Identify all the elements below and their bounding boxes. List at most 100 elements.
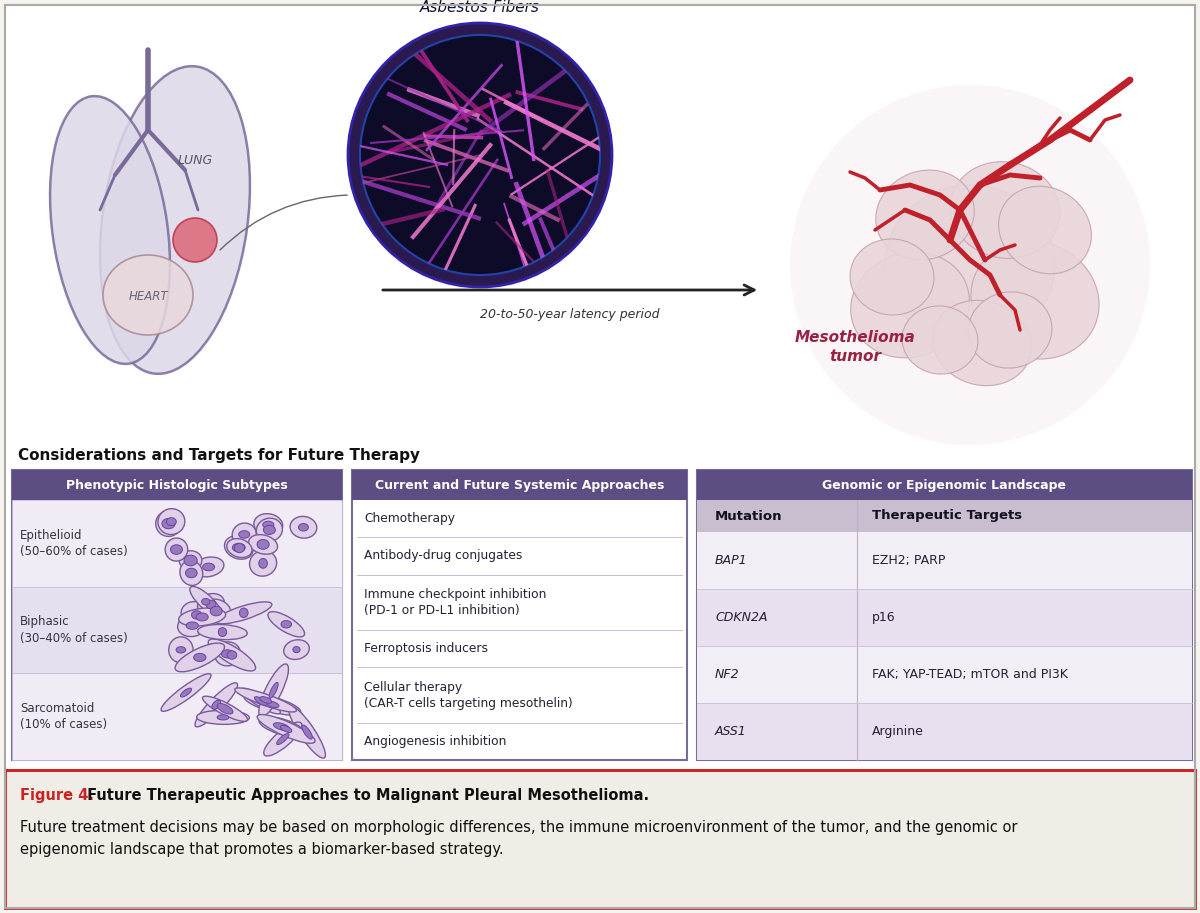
Text: Sarcomatoid
(10% of cases): Sarcomatoid (10% of cases) <box>20 702 107 731</box>
Ellipse shape <box>227 651 236 659</box>
Ellipse shape <box>302 725 312 740</box>
Ellipse shape <box>269 682 278 698</box>
Ellipse shape <box>175 643 224 672</box>
Ellipse shape <box>241 688 281 714</box>
Ellipse shape <box>103 255 193 335</box>
Text: Mutation: Mutation <box>715 509 782 522</box>
Ellipse shape <box>206 600 216 609</box>
Bar <box>697 703 1192 760</box>
Text: Angiogenesis inhibition: Angiogenesis inhibition <box>364 735 506 748</box>
Ellipse shape <box>218 627 227 636</box>
Ellipse shape <box>968 292 1052 368</box>
Ellipse shape <box>192 611 202 619</box>
Ellipse shape <box>181 602 212 628</box>
Bar <box>697 500 1192 532</box>
Ellipse shape <box>203 697 247 721</box>
Text: Future Therapeutic Approaches to Malignant Pleural Mesothelioma.: Future Therapeutic Approaches to Maligna… <box>82 788 649 803</box>
Ellipse shape <box>263 525 275 534</box>
Bar <box>697 589 1192 646</box>
Ellipse shape <box>210 606 222 616</box>
Circle shape <box>360 35 600 275</box>
Ellipse shape <box>156 510 181 537</box>
Text: Inhaled
Asbestos Fibers: Inhaled Asbestos Fibers <box>420 0 540 15</box>
Bar <box>697 532 1192 589</box>
Ellipse shape <box>180 688 192 697</box>
Ellipse shape <box>281 621 292 628</box>
Text: Mesothelioma
tumor: Mesothelioma tumor <box>794 330 916 363</box>
Ellipse shape <box>277 733 289 745</box>
Ellipse shape <box>235 687 296 712</box>
Bar <box>352 470 686 500</box>
Ellipse shape <box>202 598 210 605</box>
Ellipse shape <box>184 555 197 566</box>
Ellipse shape <box>257 540 269 550</box>
Ellipse shape <box>886 185 1055 345</box>
Ellipse shape <box>254 514 283 536</box>
Ellipse shape <box>190 586 222 617</box>
Ellipse shape <box>186 622 198 629</box>
Ellipse shape <box>850 239 934 315</box>
Ellipse shape <box>216 602 272 624</box>
Ellipse shape <box>254 697 266 706</box>
Ellipse shape <box>232 523 257 546</box>
Text: Ferroptosis inducers: Ferroptosis inducers <box>364 642 488 656</box>
Text: Current and Future Systemic Approaches: Current and Future Systemic Approaches <box>374 478 664 491</box>
Ellipse shape <box>169 637 193 663</box>
Ellipse shape <box>100 66 250 373</box>
Ellipse shape <box>902 306 978 374</box>
Text: NF2: NF2 <box>715 668 739 681</box>
Ellipse shape <box>193 557 224 577</box>
Ellipse shape <box>274 723 289 730</box>
Bar <box>12 470 342 760</box>
Text: FAK; YAP-TEAD; mTOR and PI3K: FAK; YAP-TEAD; mTOR and PI3K <box>872 668 1068 681</box>
Ellipse shape <box>266 701 278 708</box>
Ellipse shape <box>203 563 215 571</box>
Ellipse shape <box>194 683 238 727</box>
Bar <box>5 770 1195 908</box>
Ellipse shape <box>240 608 248 617</box>
Ellipse shape <box>234 543 245 552</box>
Bar <box>352 470 686 760</box>
Ellipse shape <box>233 543 245 551</box>
Ellipse shape <box>209 639 256 671</box>
Text: Therapeutic Targets: Therapeutic Targets <box>872 509 1022 522</box>
Text: LUNG: LUNG <box>178 153 212 166</box>
Text: 20-to-50-year latency period: 20-to-50-year latency period <box>480 308 660 321</box>
Ellipse shape <box>244 694 301 715</box>
Circle shape <box>348 23 612 287</box>
Ellipse shape <box>179 551 202 571</box>
Ellipse shape <box>259 664 288 717</box>
Bar <box>12 587 342 673</box>
Ellipse shape <box>180 561 203 585</box>
Text: Epithelioid
(50–60% of cases): Epithelioid (50–60% of cases) <box>20 529 127 558</box>
Ellipse shape <box>222 650 234 658</box>
Ellipse shape <box>215 642 240 666</box>
Ellipse shape <box>170 545 182 554</box>
Ellipse shape <box>268 612 305 637</box>
Text: p16: p16 <box>872 611 895 624</box>
Ellipse shape <box>876 170 974 260</box>
Text: Figure 4.: Figure 4. <box>20 788 94 803</box>
Ellipse shape <box>257 715 316 743</box>
Ellipse shape <box>299 523 308 531</box>
Bar <box>12 470 342 500</box>
Ellipse shape <box>198 593 224 615</box>
Ellipse shape <box>197 710 250 724</box>
Ellipse shape <box>178 614 206 636</box>
Ellipse shape <box>290 517 317 538</box>
Text: Considerations and Targets for Future Therapy: Considerations and Targets for Future Th… <box>18 448 420 463</box>
Ellipse shape <box>281 726 292 732</box>
Ellipse shape <box>167 518 176 526</box>
Ellipse shape <box>186 568 197 578</box>
Ellipse shape <box>217 704 233 714</box>
Ellipse shape <box>196 613 208 621</box>
Text: Chemotherapy: Chemotherapy <box>364 512 455 525</box>
Bar <box>697 470 1192 500</box>
Ellipse shape <box>158 509 185 534</box>
Text: Cellular therapy
(CAR-T cells targeting mesothelin): Cellular therapy (CAR-T cells targeting … <box>364 680 572 709</box>
Circle shape <box>173 218 217 262</box>
Ellipse shape <box>162 519 175 529</box>
Ellipse shape <box>166 538 187 561</box>
Text: Arginine: Arginine <box>872 725 924 738</box>
Bar <box>12 673 342 760</box>
